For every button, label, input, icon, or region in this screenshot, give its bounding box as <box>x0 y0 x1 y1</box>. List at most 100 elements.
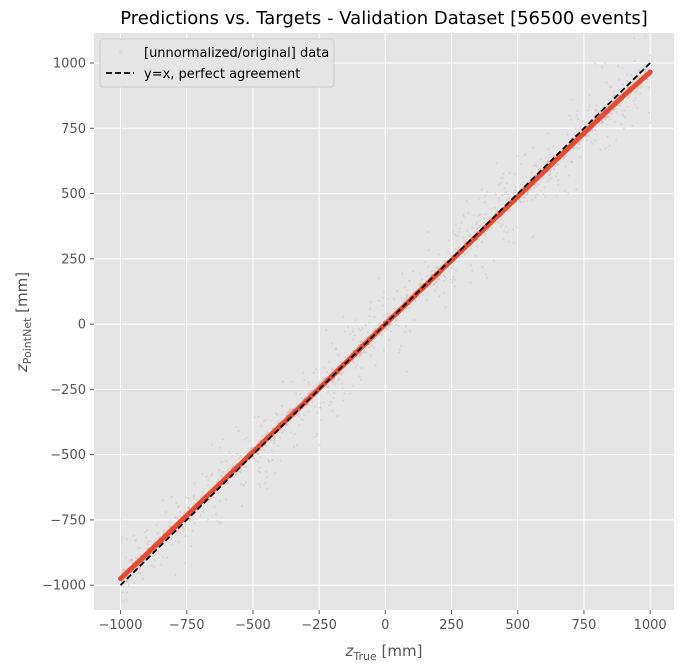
scatter-point <box>485 273 488 276</box>
scatter-point <box>255 459 258 462</box>
scatter-point <box>184 534 187 538</box>
scatter-point <box>328 404 331 407</box>
legend-label-data: [unnormalized/original] data <box>144 46 329 61</box>
scatter-point <box>452 275 455 279</box>
scatter-point <box>620 109 624 113</box>
scatter-point <box>295 413 299 417</box>
scatter-point <box>406 289 409 292</box>
scatter-point <box>312 386 316 389</box>
scatter-point <box>626 73 629 76</box>
scatter-point <box>311 400 314 403</box>
scatter-point <box>533 164 536 167</box>
data-point <box>515 194 520 199</box>
scatter-point <box>595 109 598 113</box>
scatter-point <box>405 325 408 328</box>
legend-label-line: y=x, perfect agreement <box>144 67 300 82</box>
scatter-point <box>426 298 429 302</box>
scatter-point <box>579 123 582 126</box>
scatter-point <box>408 279 411 282</box>
scatter-point <box>340 372 343 375</box>
scatter-point <box>228 451 231 454</box>
scatter-point <box>537 182 540 186</box>
scatter-point <box>438 295 441 298</box>
scatter-point <box>576 117 579 121</box>
scatter-point <box>548 153 551 156</box>
scatter-point <box>325 385 329 388</box>
scatter-point <box>150 564 153 567</box>
data-point <box>277 424 282 429</box>
scatter-point <box>593 62 597 65</box>
scatter-point <box>272 442 276 445</box>
scatter-point <box>575 114 578 117</box>
scatter-point <box>269 439 273 442</box>
scatter-point <box>381 333 384 336</box>
scatter-point <box>296 444 299 447</box>
scatter-point <box>647 111 651 114</box>
scatter-point <box>550 156 553 159</box>
scatter-point <box>191 529 194 533</box>
scatter-point <box>253 457 256 460</box>
scatter-point <box>617 64 620 68</box>
scatter-point <box>134 539 137 543</box>
x-axis-label: zTrue [mm] <box>345 642 423 663</box>
scatter-point <box>239 469 242 472</box>
scatter-point <box>258 483 261 486</box>
scatter-point <box>358 353 361 356</box>
scatter-point <box>368 315 371 318</box>
scatter-point <box>235 472 239 476</box>
scatter-point <box>318 443 321 447</box>
scatter-point <box>369 301 372 304</box>
scatter-point <box>531 235 534 238</box>
scatter-point <box>552 167 555 171</box>
scatter-point <box>386 297 389 301</box>
scatter-point <box>637 86 640 89</box>
scatter-point <box>331 368 334 371</box>
scatter-point <box>125 538 128 541</box>
scatter-point <box>448 239 451 242</box>
scatter-point <box>482 218 485 221</box>
x-tick-label: 250 <box>439 618 464 633</box>
scatter-point <box>175 502 178 505</box>
scatter-point <box>516 155 519 158</box>
scatter-point <box>483 201 486 204</box>
scatter-point <box>223 484 226 487</box>
scatter-point <box>259 424 263 427</box>
scatter-point <box>627 80 630 83</box>
scatter-point <box>139 572 142 575</box>
scatter-point <box>156 532 159 535</box>
scatter-point <box>354 319 357 322</box>
scatter-point <box>373 328 377 331</box>
scatter-point <box>354 334 357 337</box>
scatter-point <box>523 196 526 199</box>
scatter-point <box>361 327 364 330</box>
scatter-point <box>472 214 475 217</box>
scatter-point <box>262 420 265 423</box>
scatter-point <box>386 327 389 330</box>
scatter-point <box>462 236 465 239</box>
scatter-point <box>125 579 129 582</box>
scatter-point <box>498 183 501 186</box>
scatter-point <box>589 140 592 143</box>
scatter-point <box>152 565 155 569</box>
scatter-point <box>548 173 551 176</box>
scatter-point <box>518 198 521 201</box>
scatter-point <box>514 189 517 192</box>
scatter-point <box>411 270 415 273</box>
scatter-point <box>424 260 427 264</box>
scatter-point <box>418 283 422 286</box>
scatter-point <box>621 66 624 69</box>
y-tick-label: −750 <box>50 513 86 528</box>
scatter-point <box>485 276 489 279</box>
scatter-point <box>122 600 125 603</box>
scatter-point <box>512 191 515 194</box>
scatter-point <box>483 232 486 235</box>
scatter-point <box>356 345 359 348</box>
scatter-point <box>138 567 141 570</box>
scatter-point <box>499 181 502 184</box>
scatter-point <box>396 318 399 321</box>
scatter-point <box>526 199 529 202</box>
scatter-point <box>303 414 306 417</box>
scatter-point <box>460 221 463 224</box>
scatter-point <box>393 307 396 311</box>
scatter-point <box>188 506 191 509</box>
